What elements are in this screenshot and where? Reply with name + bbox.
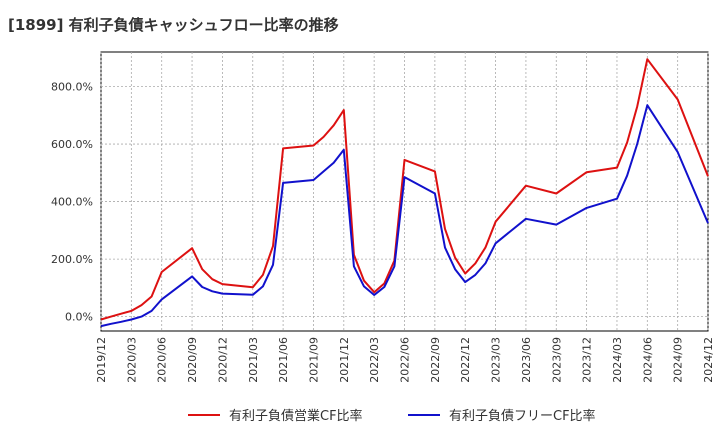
x-tick-label: 2022/03 — [368, 337, 381, 383]
y-tick-label: 400.0% — [51, 196, 93, 209]
x-tick-label: 2022/09 — [429, 337, 442, 383]
x-tick-label: 2021/09 — [307, 337, 320, 383]
legend: 有利子負債営業CF比率 有利子負債フリーCF比率 — [188, 408, 596, 424]
y-axis-ticks: 0.0% 200.0% 400.0% 600.0% 800.0% — [51, 81, 93, 324]
y-tick-label: 0.0% — [65, 311, 93, 324]
x-tick-label: 2022/06 — [399, 337, 412, 383]
x-tick-label: 2021/12 — [338, 337, 351, 383]
y-tick-label: 600.0% — [51, 138, 93, 151]
series-line-free-cf — [100, 104, 709, 328]
x-tick-label: 2020/03 — [125, 337, 138, 383]
legend-label-operating-cf: 有利子負債営業CF比率 — [229, 408, 363, 424]
x-tick-label: 2020/09 — [186, 337, 199, 383]
x-tick-label: 2023/09 — [550, 337, 563, 383]
grid-layer — [100, 52, 709, 331]
x-tick-label: 2024/12 — [702, 337, 715, 383]
x-tick-label: 2021/06 — [277, 337, 290, 383]
y-tick-label: 800.0% — [51, 81, 93, 94]
x-tick-label: 2024/03 — [611, 337, 624, 383]
x-tick-label: 2023/12 — [581, 337, 594, 383]
chart-title: [1899] 有利子負債キャッシュフロー比率の推移 — [8, 16, 339, 34]
x-tick-label: 2023/06 — [520, 337, 533, 383]
x-tick-label: 2019/12 — [95, 337, 108, 383]
x-tick-label: 2024/06 — [641, 337, 654, 383]
y-tick-label: 200.0% — [51, 253, 93, 266]
x-tick-label: 2020/06 — [156, 337, 169, 383]
x-tick-label: 2022/12 — [459, 337, 472, 383]
x-tick-label: 2020/12 — [216, 337, 229, 383]
legend-label-free-cf: 有利子負債フリーCF比率 — [449, 408, 596, 424]
series-line-operating-cf — [100, 58, 709, 321]
x-axis-ticks: 2019/12 2020/03 2020/06 2020/09 2020/12 2021/… — [95, 337, 715, 383]
series-layer — [100, 58, 709, 328]
x-tick-label: 2023/03 — [490, 337, 503, 383]
x-tick-label: 2021/03 — [247, 337, 260, 383]
x-tick-label: 2024/09 — [672, 337, 685, 383]
